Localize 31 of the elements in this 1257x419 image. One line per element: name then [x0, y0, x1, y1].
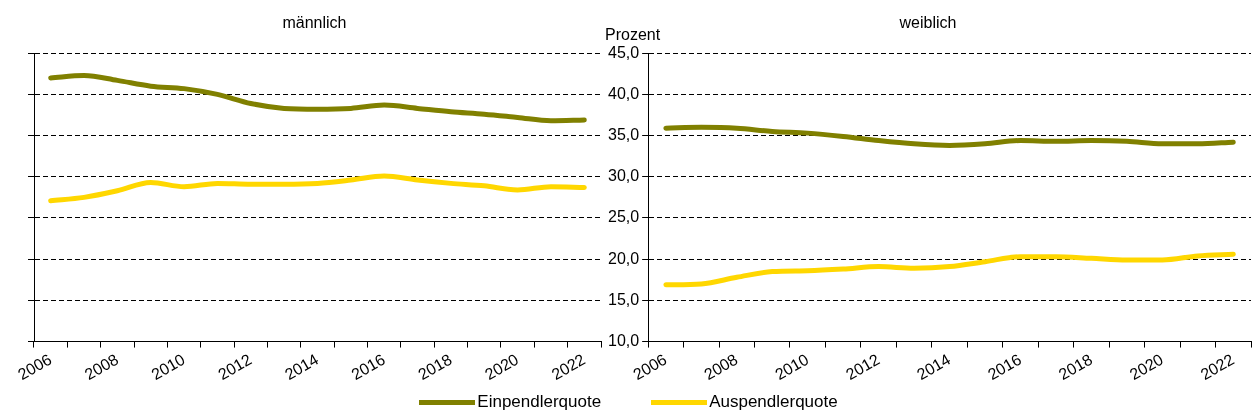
legend-label: Einpendlerquote: [477, 392, 602, 412]
y-tick-label: 20,0: [608, 249, 640, 267]
x-tick-label: 2018: [415, 350, 455, 384]
x-tick-label: 2014: [281, 350, 322, 384]
legend-label: Auspendlerquote: [709, 392, 838, 412]
y-axis-title: Prozent: [605, 25, 661, 43]
x-tick-label: 2016: [984, 350, 1025, 384]
y-tick-label: 40,0: [608, 84, 640, 102]
x-tick-label: 2014: [913, 350, 954, 384]
x-tick-label: 2020: [482, 350, 522, 384]
chart-title: weiblich: [898, 14, 957, 32]
x-tick-label: 2022: [1197, 350, 1238, 384]
x-tick-label: 2012: [215, 350, 255, 384]
y-tick-label: 45,0: [608, 43, 640, 61]
y-tick-label: 15,0: [608, 290, 640, 308]
x-tick-label: 2012: [843, 350, 883, 384]
x-tick-label: 2008: [701, 350, 741, 384]
y-tick-label: 25,0: [608, 208, 640, 226]
chart-title: männlich: [282, 14, 347, 32]
x-tick-label: 2008: [81, 350, 122, 384]
y-tick-label: 35,0: [608, 126, 640, 143]
x-tick-label: 2022: [548, 350, 589, 384]
x-tick-label: 2016: [348, 350, 388, 384]
x-tick-label: 2020: [1126, 350, 1167, 384]
y-tick-label: 30,0: [608, 167, 640, 185]
y-tick-label: 10,0: [608, 331, 640, 349]
x-tick-label: 2018: [1055, 350, 1096, 384]
x-tick-label: 2010: [772, 350, 812, 384]
x-tick-label: 2006: [15, 350, 55, 384]
x-tick-label: 2006: [630, 350, 670, 384]
x-tick-label: 2010: [148, 350, 188, 384]
